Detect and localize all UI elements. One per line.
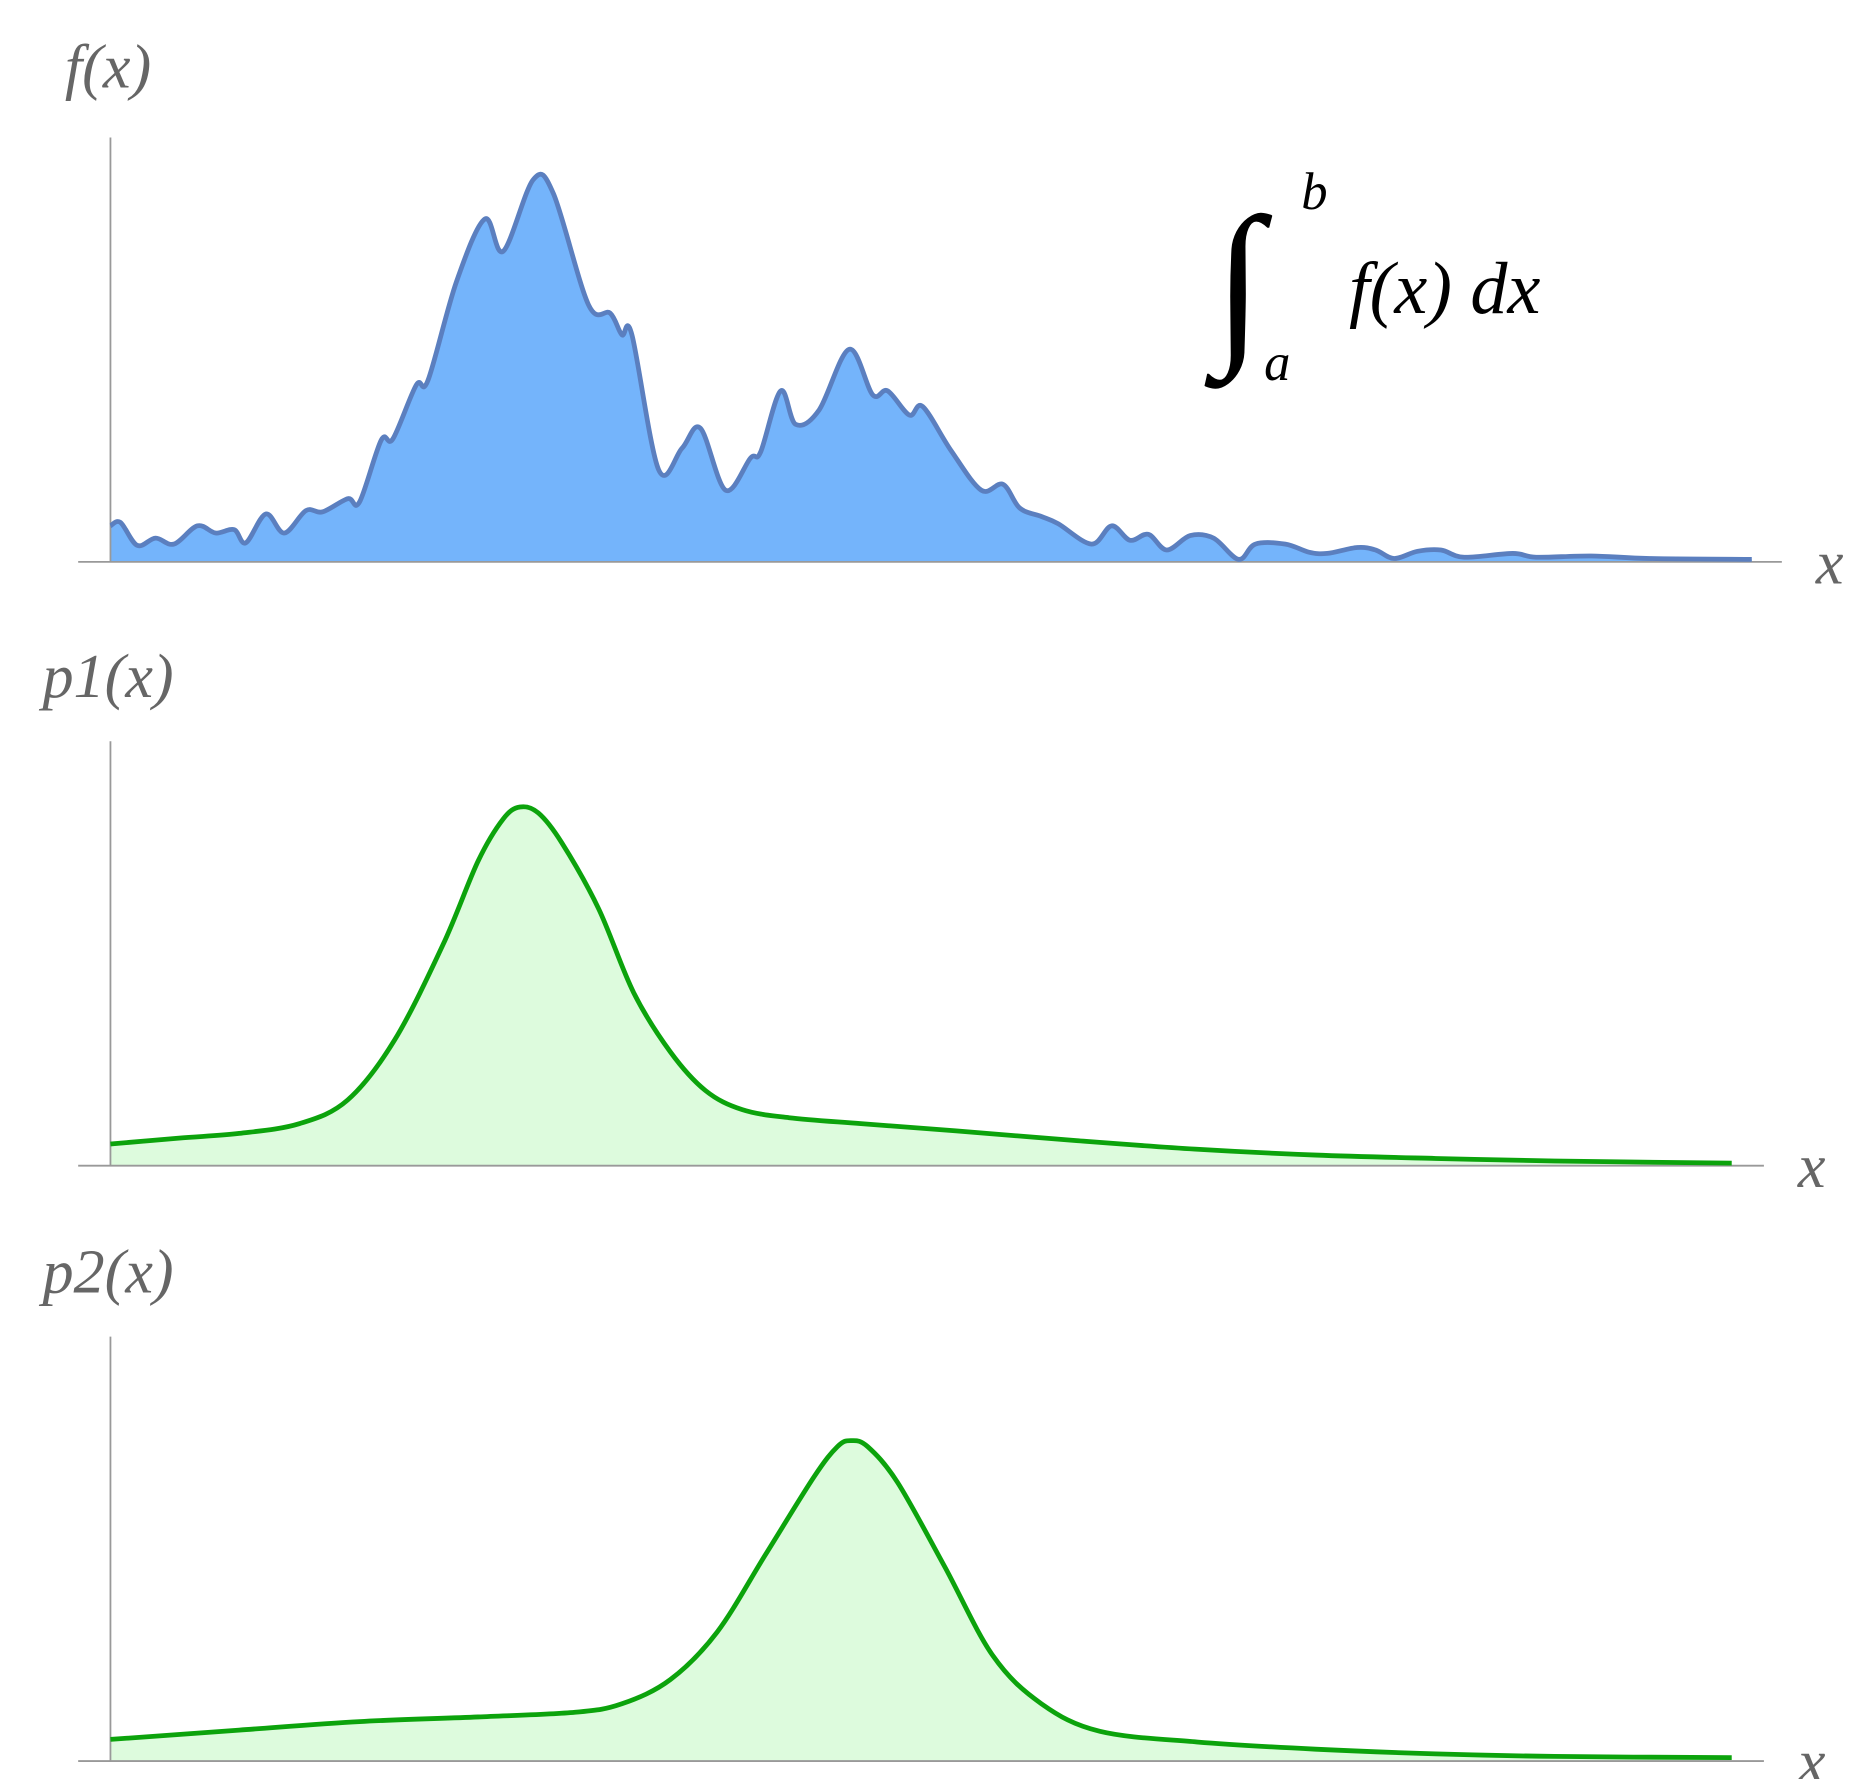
area-line: [110, 804, 1732, 1166]
y-axis-label: p2(x): [38, 1238, 173, 1306]
integrand: f(x) dx: [1349, 248, 1540, 330]
x-axis-label: x: [1797, 1729, 1826, 1779]
y-axis-label: p1(x): [38, 643, 173, 711]
area-line: [109, 171, 1752, 562]
integral-lower: a: [1264, 334, 1290, 392]
x-axis-label: x: [1815, 529, 1844, 597]
x-axis-label: x: [1797, 1133, 1826, 1201]
area-fill: [110, 1440, 1732, 1762]
area-line: [110, 1438, 1732, 1761]
integral-upper: b: [1301, 163, 1327, 221]
area-fill: [110, 806, 1732, 1166]
area-fill: [110, 174, 1752, 562]
y-axis-label: f(x): [65, 33, 151, 101]
integral-sign: ∫: [1204, 181, 1273, 390]
